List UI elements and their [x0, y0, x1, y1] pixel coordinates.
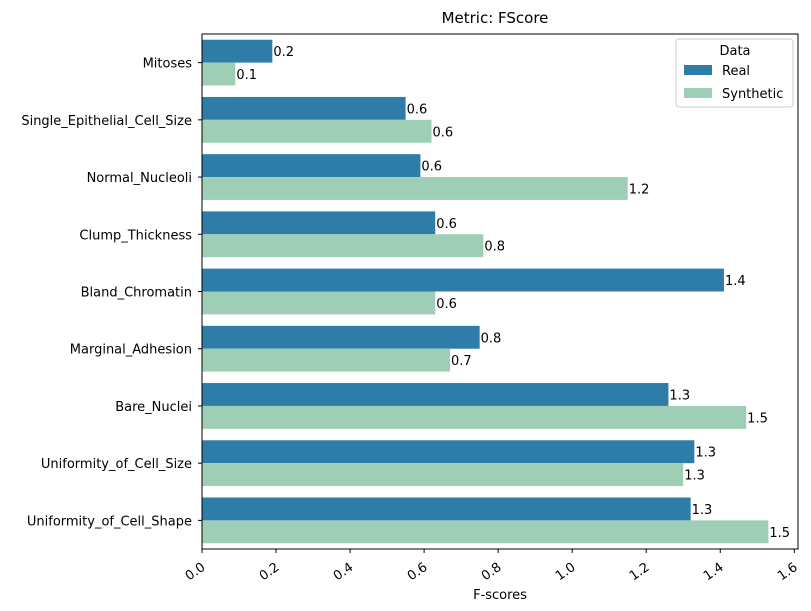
- y-tick-label: Single_Epithelial_Cell_Size: [21, 114, 192, 129]
- x-tick-label: 1.4: [701, 560, 727, 584]
- bar-synthetic: [202, 520, 769, 544]
- bar-value-label-real: 0.8: [481, 331, 502, 346]
- plot-frame: [201, 33, 799, 550]
- x-axis-label: F-scores: [473, 588, 527, 603]
- bar-value-label-real: 0.6: [421, 160, 442, 175]
- x-tick-label: 1.0: [553, 560, 579, 584]
- x-tick-label: 0.2: [257, 560, 283, 584]
- bar-value-label-real: 1.3: [692, 503, 713, 518]
- y-tick-label: Bare_Nuclei: [115, 400, 192, 415]
- x-tick-label: 0.8: [479, 560, 505, 584]
- y-tick-label: Uniformity_of_Cell_Size: [41, 457, 192, 472]
- x-tick-label: 0.4: [331, 560, 357, 584]
- bar-synthetic: [202, 62, 236, 86]
- bar-real: [202, 96, 406, 120]
- bar-value-label-synthetic: 1.2: [629, 183, 650, 198]
- legend-swatch-real: [684, 65, 712, 75]
- y-tick-label: Bland_Chromatin: [81, 286, 192, 301]
- y-tick-label: Clump_Thickness: [79, 228, 192, 243]
- bar-synthetic: [202, 291, 436, 315]
- bar-real: [202, 211, 436, 235]
- bars-layer: 0.2 0.1 0.6 0.6 0.6 1.2 0.6 0.8 1.4 0.6 0.8 0.7 1.3 1…: [202, 39, 790, 544]
- bar-real: [202, 497, 691, 521]
- bar-synthetic: [202, 348, 451, 372]
- legend-label-synthetic: Synthetic: [722, 87, 783, 102]
- legend: Data Real Synthetic: [675, 38, 794, 108]
- bar-synthetic: [202, 234, 484, 258]
- y-tick-label: Mitoses: [143, 57, 193, 72]
- x-tick-label: 0.6: [405, 560, 431, 584]
- legend-title: Data: [719, 44, 750, 59]
- bar-value-label-synthetic: 1.5: [747, 411, 768, 426]
- bar-real: [202, 325, 480, 349]
- bar-value-label-real: 0.6: [407, 102, 428, 117]
- bar-value-label-synthetic: 0.1: [236, 68, 257, 83]
- bar-value-label-real: 1.4: [725, 274, 746, 289]
- bar-synthetic: [202, 119, 432, 143]
- bar-value-label-synthetic: 1.3: [684, 469, 705, 484]
- bar-value-label-synthetic: 1.5: [769, 526, 790, 541]
- bar-real: [202, 383, 669, 406]
- bar-synthetic: [202, 177, 628, 200]
- axes-layer: Mitoses Single_Epithelial_Cell_Size Normal…: [21, 33, 801, 584]
- bar-real: [202, 154, 421, 178]
- x-tick-label: 0.0: [183, 560, 209, 584]
- bar-value-label-real: 1.3: [669, 389, 690, 404]
- bar-value-label-real: 1.3: [695, 446, 716, 461]
- bar-value-label-synthetic: 0.7: [451, 354, 472, 369]
- bar-value-label-synthetic: 0.6: [433, 125, 454, 140]
- bar-real: [202, 440, 695, 464]
- y-tick-label: Normal_Nucleoli: [87, 171, 192, 186]
- bar-real: [202, 268, 724, 292]
- legend-label-real: Real: [722, 64, 750, 79]
- bar-synthetic: [202, 405, 747, 429]
- legend-swatch-synthetic: [684, 88, 712, 98]
- bar-value-label-real: 0.6: [436, 217, 457, 232]
- bar-synthetic: [202, 463, 684, 487]
- bar-real: [202, 39, 273, 63]
- y-tick-label: Uniformity_of_Cell_Shape: [27, 514, 192, 529]
- chart-title: Metric: FScore: [442, 9, 549, 27]
- x-tick-label: 1.2: [627, 560, 653, 584]
- bar-value-label-synthetic: 0.6: [436, 297, 457, 312]
- x-tick-label: 1.6: [775, 560, 801, 584]
- bar-value-label-synthetic: 0.8: [484, 240, 505, 255]
- y-tick-label: Marginal_Adhesion: [70, 343, 192, 358]
- bar-value-label-real: 0.2: [273, 45, 294, 60]
